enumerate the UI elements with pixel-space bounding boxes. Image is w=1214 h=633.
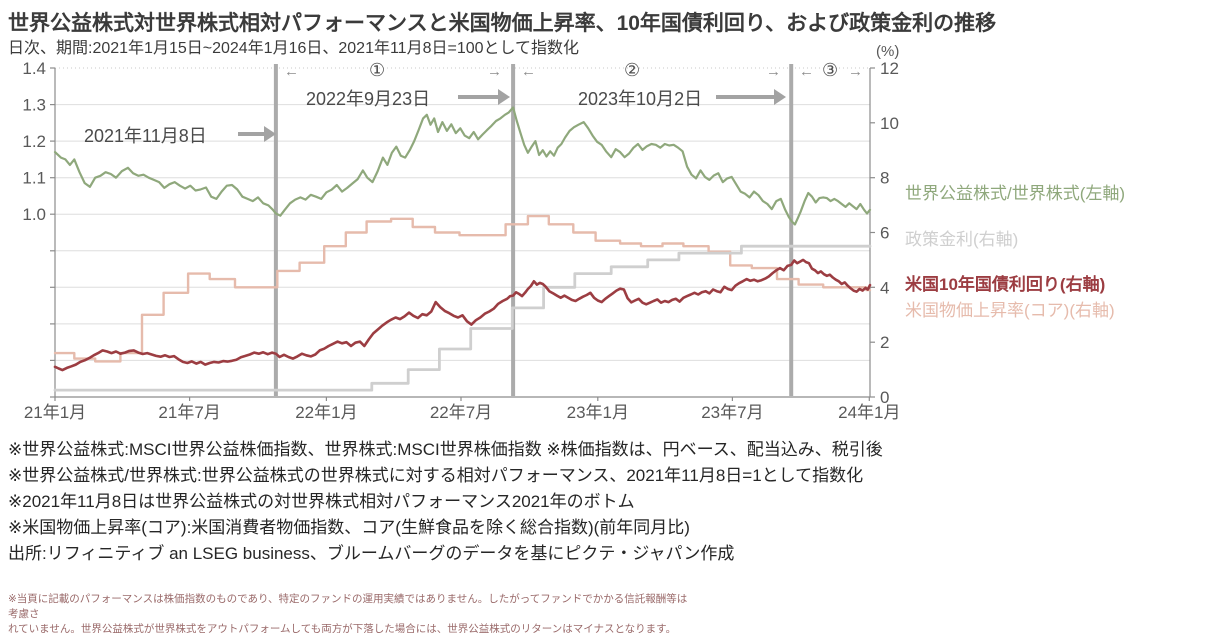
- svg-text:22年7月: 22年7月: [430, 403, 492, 422]
- svg-text:23年1月: 23年1月: [567, 403, 629, 422]
- svg-text:22年1月: 22年1月: [295, 403, 357, 422]
- svg-text:0: 0: [880, 388, 889, 407]
- arrow-icon-to-line1: [238, 126, 276, 142]
- svg-text:21年7月: 21年7月: [158, 403, 220, 422]
- svg-text:23年7月: 23年7月: [701, 403, 763, 422]
- series-ust10y_yield: [53, 258, 872, 372]
- legend-ust10y-yield: 米国10年国債利回り(右軸): [905, 275, 1106, 294]
- span-number-3: ③: [822, 60, 839, 80]
- svg-text:4: 4: [880, 278, 889, 297]
- series-us_core_cpi: [53, 214, 872, 363]
- disclaimer-line: ※当頁に記載のパフォーマンスは株価指数のものであり、特定のファンドの運用実績では…: [8, 593, 688, 620]
- footnote-line: ※世界公益株式/世界株式:世界公益株式の世界株式に対する相対パフォーマンス、20…: [8, 466, 864, 485]
- arrow-icon-to-line3: [716, 89, 786, 105]
- svg-text:1.4: 1.4: [22, 59, 46, 78]
- svg-text:10: 10: [880, 114, 899, 133]
- legend-relative-performance: 世界公益株式/世界株式(左軸): [905, 184, 1126, 203]
- event-label-2023-10-02: 2023年10月2日: [578, 89, 703, 109]
- page-title: 世界公益株式対世界株式相対パフォーマンスと米国物価上昇率、10年国債利回り、およ…: [8, 12, 997, 35]
- svg-text:21年1月: 21年1月: [24, 403, 86, 422]
- footnote-line: ※2021年11月8日は世界公益株式の対世界株式相対パフォーマンス2021年のボ…: [8, 492, 635, 511]
- disclaimer: ※当頁に記載のパフォーマンスは株価指数のものであり、特定のファンドの運用実績では…: [8, 592, 688, 633]
- event-label-2021-11-08: 2021年11月8日: [84, 126, 207, 146]
- arrow-icon-to-line2: [458, 89, 510, 105]
- svg-text:2: 2: [880, 333, 889, 352]
- svg-text:6: 6: [880, 224, 889, 243]
- span-arrow-left-icon-2: ←: [521, 63, 536, 80]
- span-arrow-left-icon-3: ←: [799, 63, 814, 80]
- event-label-2022-09-23: 2022年9月23日: [306, 89, 431, 109]
- legend-us-core-cpi: 米国物価上昇率(コア)(右軸): [905, 301, 1115, 320]
- svg-text:1.0: 1.0: [22, 205, 46, 224]
- svg-text:1.2: 1.2: [22, 132, 46, 151]
- svg-text:24年1月: 24年1月: [838, 403, 900, 422]
- legend-policy-rate: 政策金利(右軸): [905, 230, 1019, 249]
- span-number-2: ②: [624, 60, 641, 80]
- svg-text:8: 8: [880, 169, 889, 188]
- right-axis-unit-label: (%): [876, 43, 900, 60]
- footnote-line: ※世界公益株式:MSCI世界公益株価指数、世界株式:MSCI世界株価指数 ※株価…: [8, 440, 883, 459]
- span-number-1: ①: [369, 60, 386, 80]
- span-arrow-right-icon-1: →: [487, 63, 502, 80]
- span-arrow-right-icon-2: →: [766, 63, 781, 80]
- series-relative_performance: [53, 106, 872, 226]
- footnotes: ※世界公益株式:MSCI世界公益株価指数、世界株式:MSCI世界株価指数 ※株価…: [8, 437, 883, 567]
- footnote-source: 出所:リフィニティブ an LSEG business、ブルームバーグのデータを…: [8, 544, 735, 563]
- svg-text:12: 12: [880, 59, 899, 78]
- footnote-line: ※米国物価上昇率(コア):米国消費者物価指数、コア(生鮮食品を除く総合指数)(前…: [8, 518, 690, 537]
- svg-text:1.3: 1.3: [22, 96, 46, 115]
- span-arrow-left-icon-1: ←: [284, 63, 299, 80]
- span-arrow-right-icon-3: →: [848, 63, 863, 80]
- series-policy_rate: [53, 244, 872, 392]
- disclaimer-line: れていません。世界公益株式が世界株式をアウトパフォームしても両方が下落した場合に…: [8, 623, 677, 633]
- page-subtitle: 日次、期間:2021年1月15日~2024年1月16日、2021年11月8日=1…: [8, 40, 580, 57]
- svg-text:1.1: 1.1: [22, 169, 46, 188]
